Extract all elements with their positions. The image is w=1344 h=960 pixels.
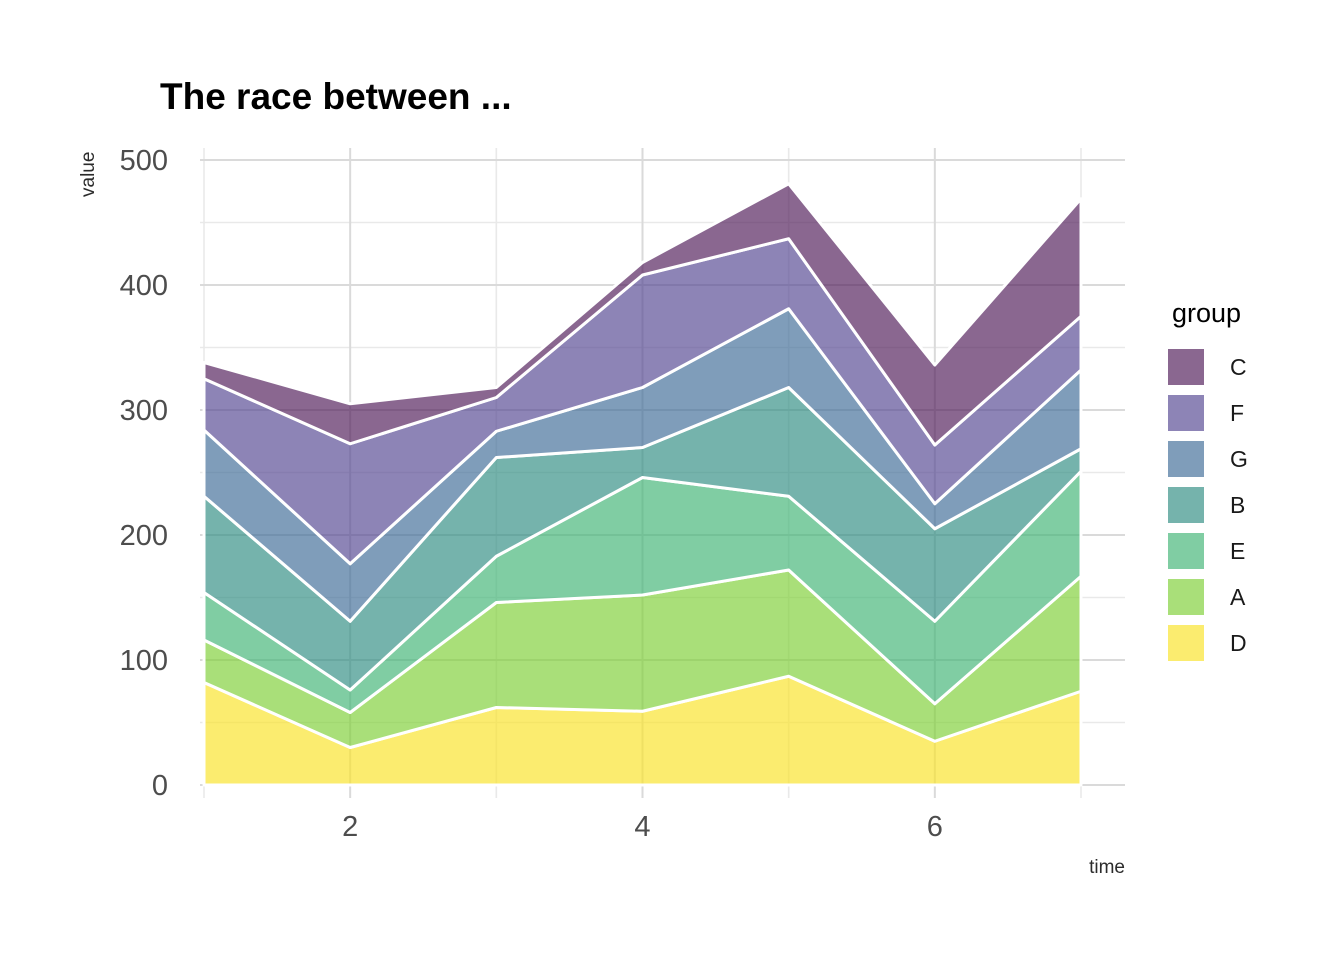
x-axis-title: time [1089,857,1125,878]
legend-item-F: F [1168,395,1248,431]
y-tick-label: 100 [120,645,168,677]
legend-label-B: B [1230,491,1246,518]
legend-item-B: B [1168,487,1248,523]
legend-title: group [1172,298,1242,328]
legend-label-C: C [1230,353,1247,380]
y-tick-label: 500 [120,145,168,177]
legend-item-C: C [1168,349,1248,385]
legend-swatch-E [1168,533,1204,569]
legend-item-E: E [1168,533,1248,569]
legend-swatch-F [1168,395,1204,431]
y-tick-label: 200 [120,520,168,552]
legend-label-E: E [1230,537,1246,564]
legend-label-F: F [1230,399,1245,426]
legend-swatch-D [1168,625,1204,661]
y-tick-label: 0 [152,770,168,802]
y-axis-title: value [78,151,99,197]
y-tick-label: 300 [120,395,168,427]
legend-label-A: A [1230,583,1246,610]
legend-swatch-G [1168,441,1204,477]
legend-swatch-A [1168,579,1204,615]
area-C [202,182,1083,447]
legend-item-G: G [1168,441,1248,477]
legend-item-A: A [1168,579,1248,615]
legend-swatch-C [1168,349,1204,385]
legend-swatch-B [1168,487,1204,523]
legend-label-G: G [1230,445,1248,472]
x-tick-label: 2 [342,811,358,843]
x-tick-label: 6 [927,811,943,843]
chart-title: The race between ... [160,76,512,117]
legend-item-D: D [1168,625,1248,661]
x-tick-label: 4 [634,811,650,843]
y-tick-label: 400 [120,270,168,302]
legend-label-D: D [1230,629,1247,656]
